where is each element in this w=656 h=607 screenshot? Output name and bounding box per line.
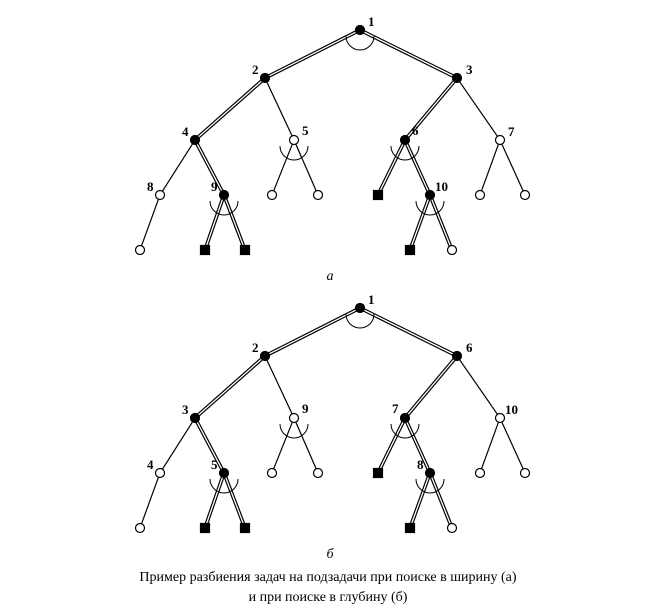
svg-text:2: 2: [252, 340, 259, 355]
caption: Пример разбиения задач на подзадачи при …: [0, 568, 656, 607]
svg-text:10: 10: [505, 402, 518, 417]
svg-text:6: 6: [412, 123, 419, 138]
svg-text:б: б: [326, 547, 334, 560]
svg-text:9: 9: [302, 401, 309, 416]
svg-text:7: 7: [392, 401, 399, 416]
svg-text:3: 3: [182, 402, 189, 417]
svg-text:6: 6: [466, 340, 473, 355]
svg-text:1: 1: [368, 292, 375, 307]
svg-text:8: 8: [147, 179, 154, 194]
svg-text:2: 2: [252, 62, 259, 77]
tree-diagram: 1 2 3 4 5 6 7 8 9 10 а 1 2 6 3 9 7 10 4 5 8 б: [0, 0, 656, 560]
svg-text:а: а: [327, 269, 334, 284]
svg-text:5: 5: [302, 123, 309, 138]
svg-text:5: 5: [211, 457, 218, 472]
caption-line-2: и при поиске в глубину (б): [249, 590, 408, 605]
svg-text:10: 10: [435, 179, 448, 194]
svg-text:4: 4: [147, 457, 154, 472]
svg-text:4: 4: [182, 124, 189, 139]
svg-text:9: 9: [211, 179, 218, 194]
svg-text:8: 8: [417, 457, 424, 472]
caption-line-1: Пример разбиения задач на подзадачи при …: [139, 570, 516, 585]
svg-text:1: 1: [368, 14, 375, 29]
svg-text:3: 3: [466, 62, 473, 77]
svg-text:7: 7: [508, 124, 515, 139]
